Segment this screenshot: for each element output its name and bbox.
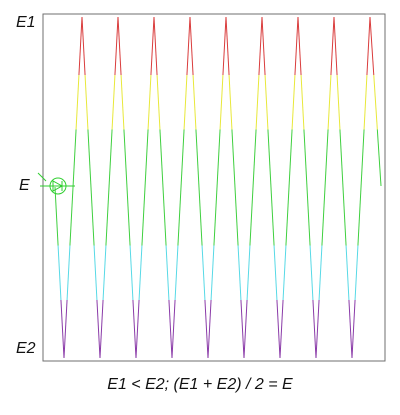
- waveform-segment: [204, 300, 209, 359]
- waveform-segment: [225, 16, 230, 75]
- waveform-segment: [153, 16, 158, 75]
- waveform-segment: [102, 245, 107, 301]
- waveform-segment: [315, 300, 320, 359]
- waveform-segment: [279, 300, 284, 359]
- waveform-segment: [267, 129, 275, 246]
- waveform-segment: [78, 16, 83, 75]
- waveform-segment: [231, 129, 239, 246]
- waveform-segment: [156, 74, 161, 130]
- waveform-segment: [303, 129, 311, 246]
- waveform-segment: [312, 300, 317, 359]
- diode-symbol-icon: [37, 172, 75, 195]
- waveform-segment: [354, 245, 359, 301]
- waveform-segment: [114, 16, 119, 75]
- waveform-segment: [132, 300, 137, 359]
- waveform-segment: [54, 186, 59, 246]
- waveform-segment: [87, 129, 95, 246]
- plot-frame: [42, 13, 386, 362]
- waveform-segment: [309, 245, 314, 301]
- label-e1: E1: [16, 14, 36, 31]
- waveform-segment: [333, 16, 338, 75]
- waveform-segment: [57, 245, 62, 301]
- waveform-segment: [264, 74, 269, 130]
- waveform-segment: [201, 245, 206, 301]
- waveform-segment: [297, 16, 302, 75]
- waveform-segment: [171, 300, 176, 359]
- waveform-segment: [219, 74, 224, 130]
- waveform-segment: [99, 300, 104, 359]
- waveform-segment: [60, 300, 65, 359]
- label-e2: E2: [16, 340, 36, 357]
- waveform-segment: [177, 129, 185, 246]
- waveform-segment: [261, 16, 266, 75]
- waveform-segment: [255, 74, 260, 130]
- waveform-segment: [93, 245, 98, 301]
- waveform-segment: [345, 245, 350, 301]
- waveform-segment: [75, 74, 80, 130]
- waveform-segment: [249, 129, 257, 246]
- waveform-segment: [357, 129, 365, 246]
- waveform-segment: [135, 300, 140, 359]
- waveform-segment: [105, 129, 113, 246]
- waveform-segment: [195, 129, 203, 246]
- waveform-segment: [336, 74, 341, 130]
- caption: E1 < E2; (E1 + E2) / 2 = E: [107, 376, 293, 393]
- waveform-segment: [138, 245, 143, 301]
- waveform-segment: [174, 245, 179, 301]
- waveform-segment: [363, 74, 368, 130]
- waveform-segment: [150, 16, 155, 75]
- waveform-segment: [141, 129, 149, 246]
- waveform-segment: [159, 129, 167, 246]
- waveform-segment: [321, 129, 329, 246]
- waveform-segment: [228, 74, 233, 130]
- waveform-segment: [369, 16, 375, 76]
- waveform-segment: [240, 300, 245, 359]
- waveform-segment: [318, 245, 323, 301]
- waveform-segment: [348, 300, 353, 359]
- waveform-segment: [192, 74, 197, 130]
- waveform-segment: [123, 129, 131, 246]
- waveform-segment: [291, 74, 296, 130]
- triangle-waveform: [54, 16, 382, 359]
- waveform-segment: [147, 74, 152, 130]
- waveform-segment: [366, 16, 371, 75]
- waveform-segment: [168, 300, 173, 359]
- waveform-segment: [330, 16, 335, 75]
- waveform-segment: [282, 245, 287, 301]
- waveform-segment: [189, 16, 194, 75]
- waveform-segment: [222, 16, 227, 75]
- waveform-segment: [96, 300, 101, 359]
- waveform-segment: [165, 245, 170, 301]
- waveform-segment: [300, 74, 305, 130]
- waveform-segment: [213, 129, 221, 246]
- waveform-segment: [294, 16, 299, 75]
- waveform-segment: [237, 245, 242, 301]
- label-e: E: [19, 177, 30, 194]
- waveform-segment: [276, 300, 281, 359]
- waveform-segment: [63, 300, 68, 359]
- waveform-segment: [373, 74, 378, 130]
- waveform-segment: [186, 16, 191, 75]
- waveform-segment: [117, 16, 122, 75]
- waveform-segment: [183, 74, 188, 130]
- waveform-segment: [243, 300, 248, 359]
- waveform-segment: [246, 245, 251, 301]
- waveform-segment: [84, 74, 89, 130]
- waveform-segment: [285, 129, 293, 246]
- waveform-segment: [210, 245, 215, 301]
- waveform-segment: [120, 74, 125, 130]
- waveform-segment: [327, 74, 332, 130]
- waveform-segment: [81, 16, 86, 75]
- waveform-segment: [376, 129, 382, 187]
- waveform-segment: [111, 74, 116, 130]
- waveform-segment: [351, 300, 356, 359]
- waveform-segment: [273, 245, 278, 301]
- waveform-segment: [207, 300, 212, 359]
- waveform-segment: [66, 245, 71, 301]
- waveform-segment: [69, 129, 77, 246]
- waveform-segment: [129, 245, 134, 301]
- waveform-segment: [339, 129, 347, 246]
- waveform-segment: [258, 16, 263, 75]
